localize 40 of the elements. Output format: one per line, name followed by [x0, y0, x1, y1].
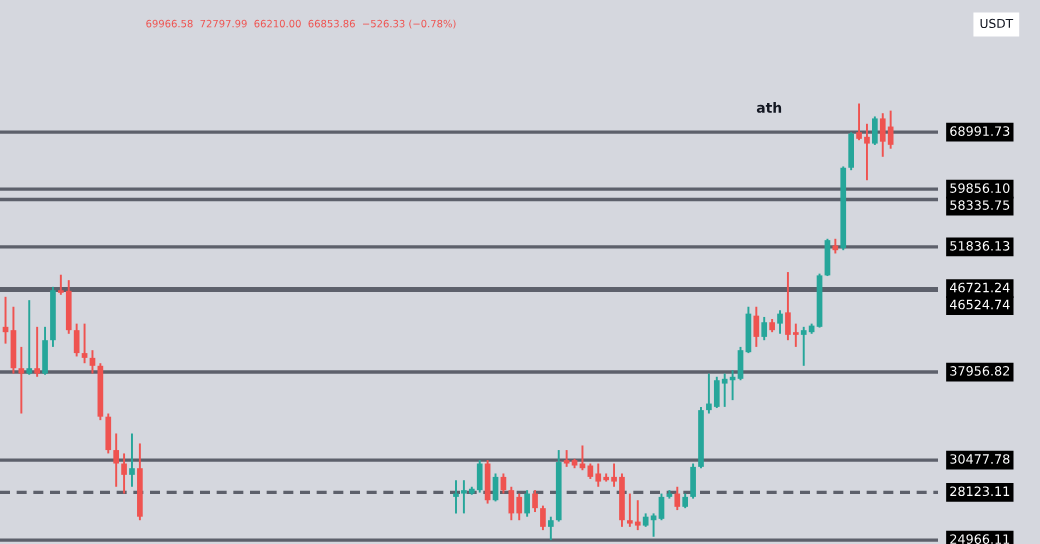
candlestick [453, 479, 459, 515]
candlestick [42, 325, 48, 376]
candlestick [26, 299, 33, 376]
candlestick [872, 115, 878, 146]
candlestick [627, 492, 633, 528]
candlestick [476, 459, 483, 494]
candlestick [721, 372, 728, 408]
candlestick [524, 489, 530, 518]
candlestick [879, 112, 886, 158]
candlestick [129, 432, 135, 488]
candlestick [785, 271, 791, 342]
candlestick [887, 109, 894, 150]
candlestick [81, 322, 88, 365]
candlestick [634, 499, 641, 532]
candlestick [461, 479, 467, 515]
candlestick [753, 305, 760, 348]
candlestick [690, 462, 696, 500]
candlestick [800, 325, 807, 367]
candlestick [848, 131, 854, 172]
candlestick [113, 432, 120, 488]
candlestick [547, 515, 554, 542]
candlestick [674, 485, 681, 512]
candlestick [516, 492, 523, 522]
candlestick [105, 412, 112, 455]
candlestick [777, 309, 783, 335]
candlestick [73, 322, 80, 358]
candlestick [864, 122, 870, 182]
candlestick [540, 504, 546, 532]
candlestick [619, 472, 625, 528]
candlestick [65, 279, 72, 335]
candlestick [121, 452, 127, 495]
candlestick [508, 485, 515, 522]
candlestick [595, 462, 602, 488]
candlestick [761, 315, 768, 342]
candlestick [713, 375, 720, 410]
candlestick [34, 325, 40, 378]
candlestick [18, 345, 25, 415]
candlestick [706, 372, 712, 415]
candlestick [856, 102, 862, 142]
candlestick [532, 489, 538, 513]
